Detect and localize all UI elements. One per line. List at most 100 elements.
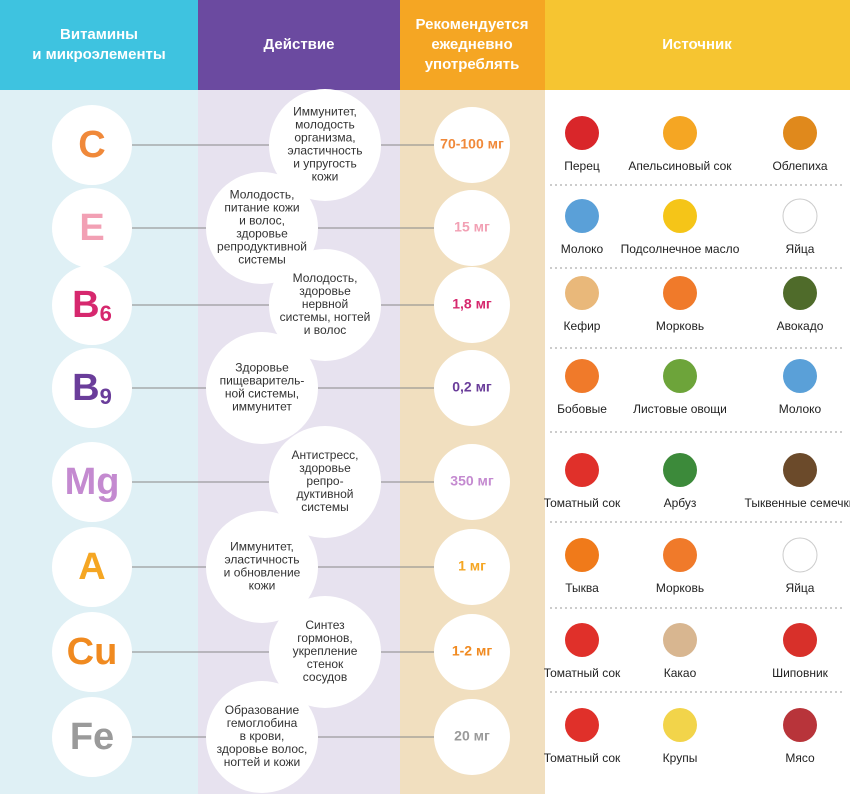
header-cell bbox=[198, 0, 400, 90]
dose-circle bbox=[434, 107, 510, 183]
source-label: Апельсиновый сок bbox=[628, 159, 732, 173]
action-text: эластичность bbox=[224, 553, 299, 567]
source-label: Авокадо bbox=[777, 319, 824, 333]
source-icon bbox=[565, 538, 599, 572]
action-text: Антистресс, bbox=[291, 448, 358, 462]
source-icon bbox=[565, 276, 599, 310]
header-text: Действие bbox=[264, 36, 335, 53]
action-text: организма, bbox=[294, 131, 355, 145]
source-label: Облепиха bbox=[772, 159, 827, 173]
symbol-circle bbox=[52, 265, 132, 345]
symbol-circle bbox=[52, 612, 132, 692]
source-label: Яйца bbox=[786, 581, 815, 595]
symbol-letter: A bbox=[78, 546, 105, 588]
dose-circle bbox=[434, 529, 510, 605]
symbol-circle bbox=[52, 442, 132, 522]
action-text: питание кожи bbox=[224, 201, 299, 215]
action-text: репро- bbox=[306, 474, 343, 488]
source-icon bbox=[782, 537, 818, 573]
source-icon bbox=[782, 198, 818, 234]
action-text: системы, ногтей bbox=[280, 310, 371, 324]
source-icon bbox=[783, 623, 817, 657]
source-label: Тыква bbox=[565, 581, 599, 595]
action-text: Молодость, bbox=[230, 188, 295, 202]
symbol: E bbox=[79, 207, 104, 249]
symbol-letter: Mg bbox=[65, 461, 120, 503]
symbol-circle bbox=[52, 527, 132, 607]
action-text: системы bbox=[301, 500, 349, 514]
action-text: здоровье bbox=[236, 227, 288, 241]
source-icon bbox=[663, 116, 697, 150]
action-text: ногтей и кожи bbox=[224, 755, 300, 769]
dose-circle bbox=[434, 267, 510, 343]
symbol-letter: Fe bbox=[70, 716, 114, 758]
source-label: Арбуз bbox=[664, 496, 697, 510]
header-text: и микроэлементы bbox=[32, 46, 165, 63]
source-icon bbox=[663, 708, 697, 742]
action-text: здоровье волос, bbox=[217, 742, 308, 756]
action-text: и волос, bbox=[239, 214, 285, 228]
action-text: и упругость bbox=[293, 157, 357, 171]
action-text: здоровье bbox=[299, 284, 351, 298]
source-icon bbox=[663, 453, 697, 487]
source-label: Томатный сок bbox=[544, 496, 621, 510]
action-circle bbox=[206, 681, 318, 793]
dose: 1,8 мг bbox=[452, 296, 492, 312]
symbol-circle bbox=[52, 105, 132, 185]
symbol: C bbox=[78, 124, 105, 166]
source-icon bbox=[783, 116, 817, 150]
action-text: пищеваритель- bbox=[220, 374, 305, 388]
source-label: Крупы bbox=[663, 751, 698, 765]
source-label: Какао bbox=[664, 666, 697, 680]
symbol-subscript: 6 bbox=[100, 301, 112, 326]
symbol: Mg bbox=[65, 461, 120, 503]
symbol-circle bbox=[52, 188, 132, 268]
source-icon bbox=[663, 359, 697, 393]
symbol-circle bbox=[52, 697, 132, 777]
source-label: Томатный сок bbox=[544, 751, 621, 765]
source-label: Мясо bbox=[785, 751, 815, 765]
header-cell bbox=[0, 0, 198, 90]
action-text: гемоглобина bbox=[227, 716, 298, 730]
action-circle bbox=[269, 426, 381, 538]
action-text: и обновление bbox=[224, 566, 301, 580]
source-label: Кефир bbox=[564, 319, 601, 333]
source-label: Молоко bbox=[779, 402, 822, 416]
action-text: и волос bbox=[304, 323, 347, 337]
source-label: Подсолнечное масло bbox=[621, 242, 740, 256]
header-text: ежедневно bbox=[431, 36, 512, 53]
action-circle bbox=[269, 89, 381, 201]
action-text: сосудов bbox=[303, 670, 347, 684]
source-label: Молоко bbox=[561, 242, 604, 256]
action-text: кожи bbox=[249, 579, 276, 593]
symbol-letter: B bbox=[72, 284, 99, 326]
dose-circle bbox=[434, 350, 510, 426]
source-label: Яйца bbox=[786, 242, 815, 256]
source-icon bbox=[663, 199, 697, 233]
source-icon bbox=[663, 623, 697, 657]
source-icon bbox=[565, 359, 599, 393]
action-text: Здоровье bbox=[235, 361, 289, 375]
action-text: здоровье bbox=[299, 461, 351, 475]
source-icon bbox=[663, 276, 697, 310]
action-circle bbox=[269, 249, 381, 361]
symbol-letter: B bbox=[72, 367, 99, 409]
dose: 15 мг bbox=[454, 219, 490, 235]
dose: 0,2 мг bbox=[452, 379, 492, 395]
source-icon bbox=[783, 276, 817, 310]
source-label: Тыквенные семечки bbox=[745, 496, 850, 510]
header-cell bbox=[545, 0, 850, 90]
source-icon bbox=[565, 623, 599, 657]
source-label: Перец bbox=[564, 159, 600, 173]
header-text: употреблять bbox=[425, 56, 520, 73]
header-cell bbox=[400, 0, 545, 90]
action-circle bbox=[206, 332, 318, 444]
action-text: нервной bbox=[302, 297, 348, 311]
action-text: кожи bbox=[312, 170, 339, 184]
action-circle bbox=[206, 511, 318, 623]
source-label: Листовые овощи bbox=[633, 402, 727, 416]
dose-circle bbox=[434, 190, 510, 266]
source-label: Шиповник bbox=[772, 666, 829, 680]
action-text: Образование bbox=[225, 703, 300, 717]
